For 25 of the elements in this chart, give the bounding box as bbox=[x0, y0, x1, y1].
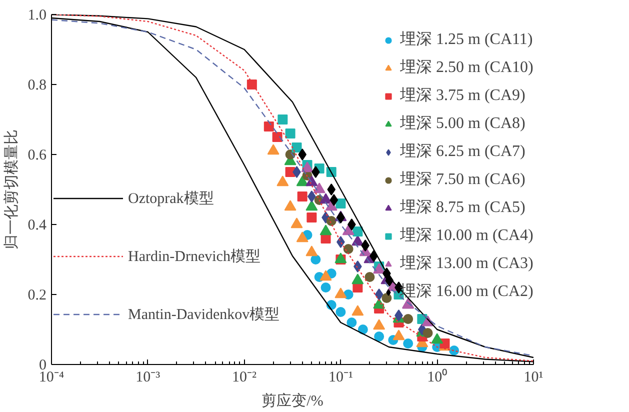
x-tick-label: 10⁻⁴ bbox=[38, 370, 64, 386]
legend-label: 埋深 5.00 m (CA8) bbox=[400, 114, 526, 134]
x-tick-label: 10⁻¹ bbox=[328, 370, 353, 386]
x-tick-label: 10¹ bbox=[524, 370, 544, 386]
x-tick-label: 10⁻³ bbox=[136, 370, 161, 386]
legend-label: 埋深 7.50 m (CA6) bbox=[400, 170, 526, 190]
legend-label: 埋深 1.25 m (CA11) bbox=[400, 30, 533, 50]
x-tick-label: 10⁻² bbox=[232, 370, 258, 386]
legend-label: 埋深 3.75 m (CA9) bbox=[400, 86, 526, 106]
legend-label: 埋深 13.00 m (CA3) bbox=[400, 254, 534, 274]
y-tick-label: 0.2 bbox=[28, 288, 46, 304]
x-axis-title: 剪应变/% bbox=[262, 392, 324, 410]
y-tick-label: 0.8 bbox=[28, 78, 46, 94]
legend-label: Oztoprak模型 bbox=[128, 190, 214, 208]
y-axis-title: 归一化剪切模量比 bbox=[2, 130, 20, 250]
x-tick-label: 10⁰ bbox=[427, 368, 448, 386]
legend-label: Mantin-Davidenkov模型 bbox=[128, 306, 280, 324]
y-tick-label: 1.0 bbox=[28, 8, 46, 24]
legend-label: Hardin-Drnevich模型 bbox=[128, 248, 260, 266]
legend-label: 埋深 10.00 m (CA4) bbox=[400, 226, 534, 246]
legend-label: 埋深 6.25 m (CA7) bbox=[400, 142, 526, 162]
y-tick-label: 0.4 bbox=[28, 218, 47, 234]
y-tick-label: 0.6 bbox=[28, 148, 47, 164]
legend-label: 埋深 8.75 m (CA5) bbox=[400, 198, 526, 218]
legend-label: 埋深 2.50 m (CA10) bbox=[400, 58, 534, 78]
